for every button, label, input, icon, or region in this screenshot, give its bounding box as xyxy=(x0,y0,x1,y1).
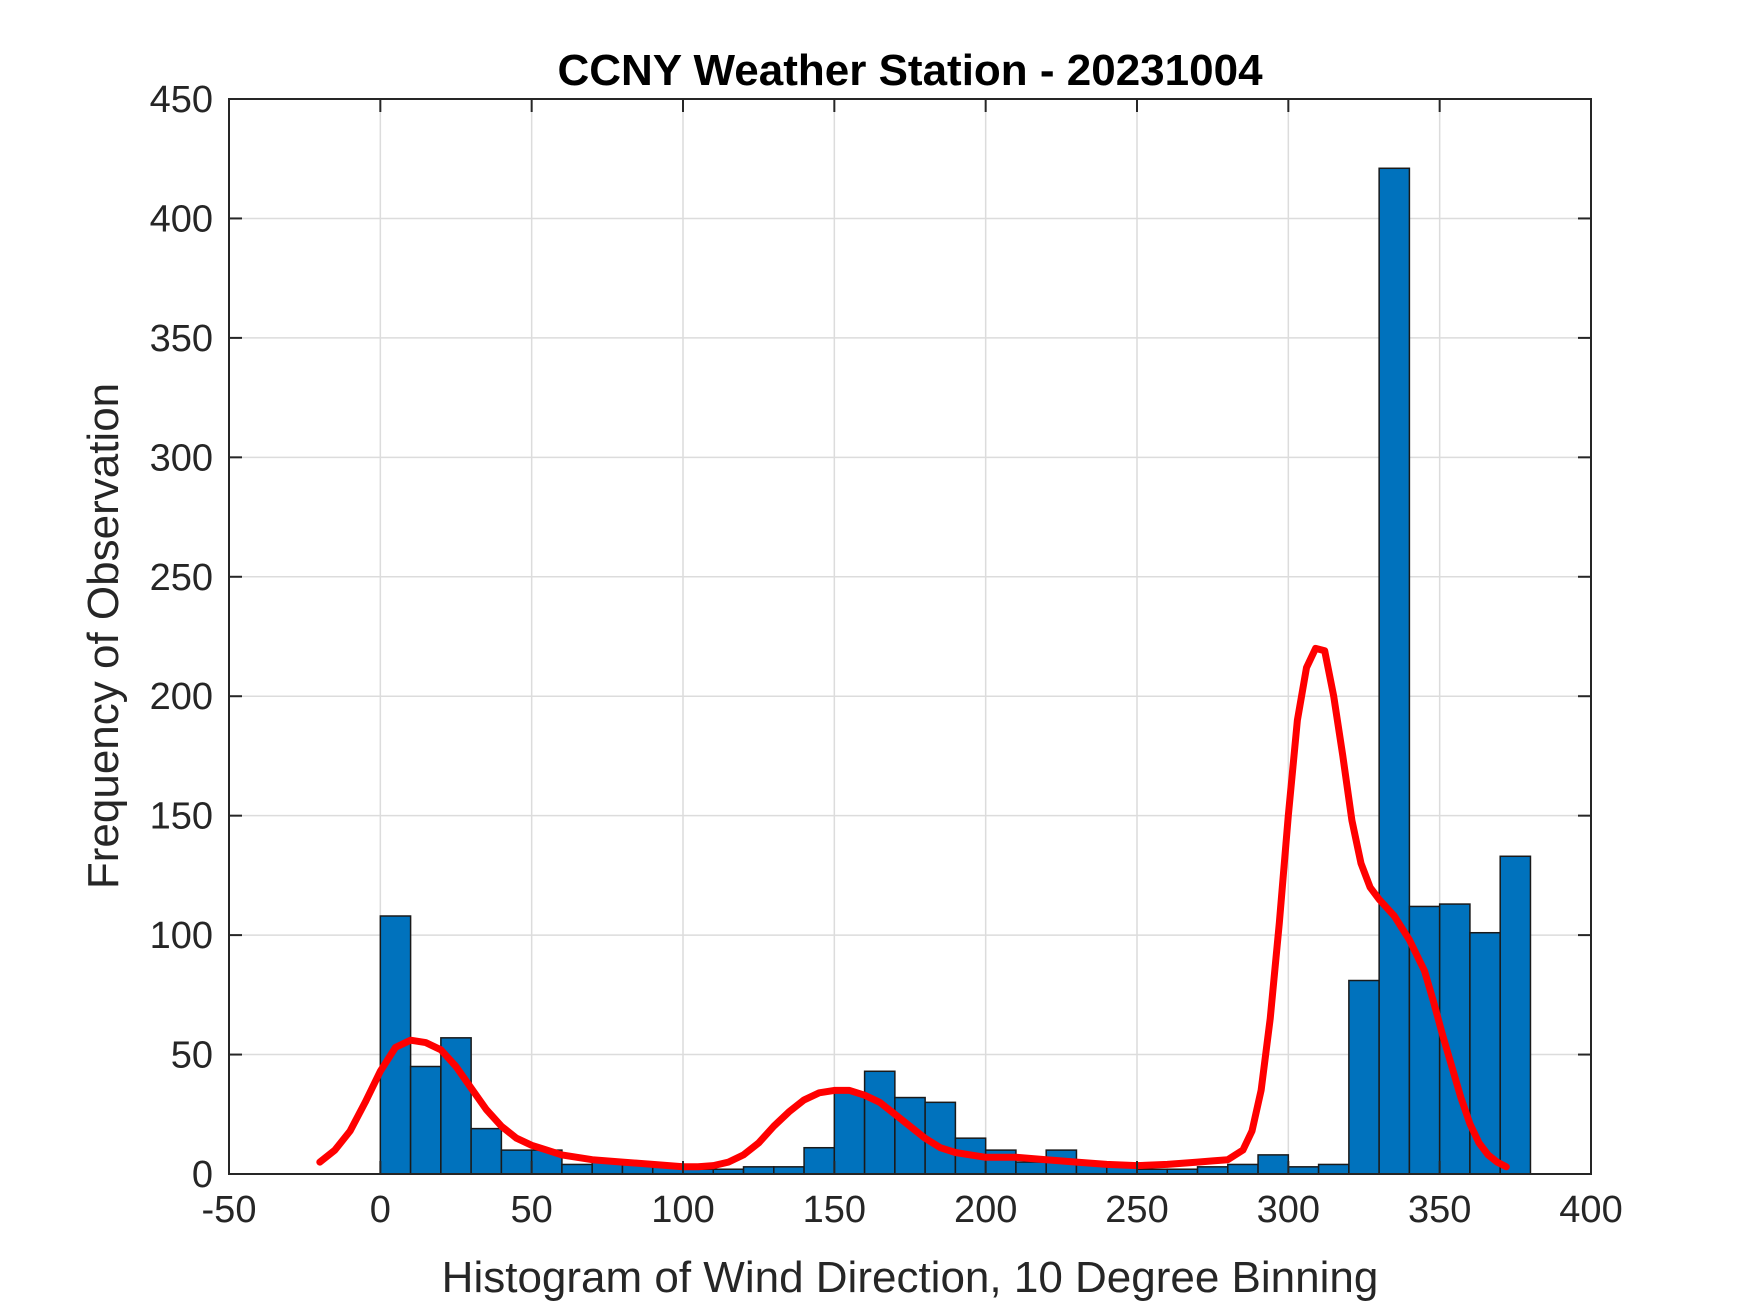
histogram-bar xyxy=(773,1166,805,1175)
histogram-bar xyxy=(1378,167,1411,1175)
chart-title: CCNY Weather Station - 20231004 xyxy=(557,46,1263,95)
histogram-bar xyxy=(1287,1166,1320,1175)
y-axis-label: Frequency of Observation xyxy=(79,383,128,889)
histogram-bar xyxy=(470,1127,503,1175)
histogram-bar xyxy=(1499,855,1532,1175)
histogram-bar xyxy=(1015,1161,1047,1175)
x-tick-label: 250 xyxy=(1105,1189,1168,1231)
y-tick-label: 250 xyxy=(150,557,213,599)
histogram-bar xyxy=(742,1166,775,1175)
x-tick-label: 400 xyxy=(1559,1189,1622,1231)
x-tick-label: -50 xyxy=(202,1189,257,1231)
histogram-bar xyxy=(1317,1163,1350,1175)
histogram-bar xyxy=(863,1070,896,1175)
y-tick-label: 450 xyxy=(150,79,213,121)
histogram-bar xyxy=(984,1149,1017,1175)
y-tick-label: 200 xyxy=(150,676,213,718)
x-tick-label: 0 xyxy=(370,1189,391,1231)
y-tick-label: 400 xyxy=(150,198,213,240)
tick-labels: -50 0 50 100 150 200 250 300 350 4000501001502002… xyxy=(150,79,1623,1231)
histogram-bar xyxy=(833,1092,866,1175)
histogram-bar xyxy=(803,1146,836,1175)
x-tick-label: 300 xyxy=(1257,1189,1320,1231)
axis-ticks xyxy=(228,98,1592,1175)
histogram-bar xyxy=(1196,1166,1229,1175)
histogram-bar xyxy=(1348,979,1380,1175)
x-tick-label: 50 xyxy=(511,1189,553,1231)
histogram-bar xyxy=(500,1149,533,1175)
y-tick-label: 50 xyxy=(171,1035,213,1077)
y-tick-label: 300 xyxy=(150,437,213,479)
histogram-bar xyxy=(1227,1163,1259,1175)
x-tick-label: 150 xyxy=(803,1189,866,1231)
x-tick-label: 100 xyxy=(651,1189,714,1231)
axes-box xyxy=(228,98,1592,1175)
y-tick-label: 100 xyxy=(150,915,213,957)
y-tick-label: 350 xyxy=(150,318,213,360)
histogram-bar xyxy=(561,1163,593,1175)
x-axis-label: Histogram of Wind Direction, 10 Degree B… xyxy=(442,1253,1379,1302)
y-tick-label: 150 xyxy=(150,796,213,838)
fit-curve xyxy=(316,644,1510,1171)
histogram-bar xyxy=(1257,1154,1290,1175)
x-tick-label: 350 xyxy=(1408,1189,1471,1231)
x-tick-label: 200 xyxy=(954,1189,1017,1231)
fit-curve-group xyxy=(316,644,1510,1171)
y-tick-label: 0 xyxy=(192,1154,213,1196)
histogram-bar xyxy=(409,1065,442,1175)
